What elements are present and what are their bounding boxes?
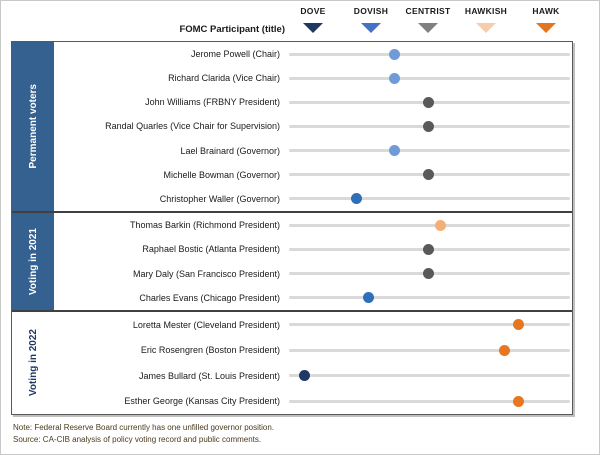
stance-track [289, 145, 570, 157]
section-label: Voting in 2021 [12, 213, 54, 310]
triangle-marker-icon [418, 23, 438, 33]
participant-row: Richard Clarida (Vice Chair) [54, 66, 572, 90]
stance-track [289, 344, 570, 356]
footnotes: Note: Federal Reserve Board currently ha… [13, 422, 274, 445]
participant-row: John Williams (FRBNY President) [54, 90, 572, 114]
triangle-marker-icon [303, 23, 323, 33]
legend-item-hawkish: HAWKISH [450, 6, 522, 33]
stance-track [289, 243, 570, 255]
participant-row: Eric Rosengren (Boston President) [54, 338, 572, 364]
section-label: Voting in 2022 [12, 312, 54, 414]
participant-row: Randal Quarles (Vice Chair for Supervisi… [54, 114, 572, 138]
stance-dot [388, 48, 400, 60]
section-permanent-voters: Permanent voters Jerome Powell (Chair) Ric… [12, 42, 572, 211]
triangle-marker-icon [476, 23, 496, 33]
stance-dot [388, 72, 400, 84]
stance-dot [423, 120, 435, 132]
participant-row: James Bullard (St. Louis President) [54, 363, 572, 389]
stance-track [289, 96, 570, 108]
participant-row: Michelle Bowman (Governor) [54, 163, 572, 187]
legend-label: HAWK [532, 6, 560, 16]
stance-dot [423, 96, 435, 108]
stance-track [289, 268, 570, 280]
participant-name: Jerome Powell (Chair) [190, 49, 280, 60]
section-label: Permanent voters [12, 42, 54, 211]
stance-dot [423, 268, 435, 280]
participant-name: Thomas Barkin (Richmond President) [129, 220, 280, 231]
participant-name: Christopher Waller (Governor) [159, 193, 280, 204]
participant-row: Loretta Mester (Cleveland President) [54, 312, 572, 338]
stance-dot [423, 169, 435, 181]
note-line: Note: Federal Reserve Board currently ha… [13, 423, 275, 432]
section-label-text: Permanent voters [27, 84, 39, 169]
participant-name: Randal Quarles (Vice Chair for Supervisi… [105, 121, 280, 132]
stance-track [289, 219, 570, 231]
participant-row: Raphael Bostic (Atlanta President) [54, 237, 572, 261]
stance-track [289, 72, 570, 84]
stance-track [289, 120, 570, 132]
participant-name: Eric Rosengren (Boston President) [140, 345, 280, 356]
participant-name: Michelle Bowman (Governor) [163, 169, 280, 180]
participant-name: James Bullard (St. Louis President) [138, 370, 280, 381]
participant-name: Raphael Bostic (Atlanta President) [142, 244, 280, 255]
stance-dot [362, 292, 374, 304]
axis-title: FOMC Participant (title) [179, 24, 285, 35]
chart-panel: Permanent voters Jerome Powell (Chair) Ric… [11, 41, 573, 415]
section-label-text: Voting in 2021 [27, 227, 39, 296]
stance-dot [513, 395, 525, 407]
participant-row: Christopher Waller (Governor) [54, 187, 572, 211]
legend-label: DOVE [300, 6, 326, 16]
stance-track [289, 169, 570, 181]
section-voting-in-2022: Voting in 2022 Loretta Mester (Cleveland … [12, 310, 572, 414]
participant-row: Charles Evans (Chicago President) [54, 286, 572, 310]
triangle-marker-icon [536, 23, 556, 33]
legend-label: DOVISH [353, 6, 389, 16]
participant-name: John Williams (FRBNY President) [145, 97, 280, 108]
legend-item-dove: DOVE [277, 6, 349, 33]
stance-dot [498, 344, 510, 356]
stance-track [289, 48, 570, 60]
stance-dot [513, 319, 525, 331]
participant-row: Jerome Powell (Chair) [54, 42, 572, 66]
participant-name: Loretta Mester (Cleveland President) [132, 319, 280, 330]
stance-dot [435, 219, 447, 231]
participant-name: Richard Clarida (Vice Chair) [168, 73, 280, 84]
stance-dot [388, 145, 400, 157]
section-voting-in-2021: Voting in 2021 Thomas Barkin (Richmond Pr… [12, 211, 572, 310]
participant-name: Lael Brainard (Governor) [180, 145, 280, 156]
triangle-marker-icon [361, 23, 381, 33]
stance-dot [350, 193, 362, 205]
participant-name: Esther George (Kansas City President) [124, 396, 280, 407]
participant-name: Mary Daly (San Francisco President) [132, 268, 280, 279]
section-label-text: Voting in 2022 [27, 329, 39, 397]
stance-track [289, 193, 570, 205]
participant-row: Esther George (Kansas City President) [54, 389, 572, 415]
stance-track [289, 292, 570, 304]
stance-track [289, 319, 570, 331]
participant-row: Mary Daly (San Francisco President) [54, 262, 572, 286]
stance-dot [298, 370, 310, 382]
participant-row: Thomas Barkin (Richmond President) [54, 213, 572, 237]
legend-item-dovish: DOVISH [335, 6, 407, 33]
legend-item-centrist: CENTRIST [392, 6, 464, 33]
stance-track [289, 395, 570, 407]
participant-name: Charles Evans (Chicago President) [139, 292, 280, 303]
stance-dot [423, 243, 435, 255]
legend-item-hawk: HAWK [510, 6, 582, 33]
participant-row: Lael Brainard (Governor) [54, 139, 572, 163]
legend-label: HAWKISH [464, 6, 508, 16]
source-line: Source: CA-CIB analysis of policy voting… [13, 434, 262, 444]
legend-label: CENTRIST [405, 6, 451, 16]
stance-track [289, 370, 570, 382]
